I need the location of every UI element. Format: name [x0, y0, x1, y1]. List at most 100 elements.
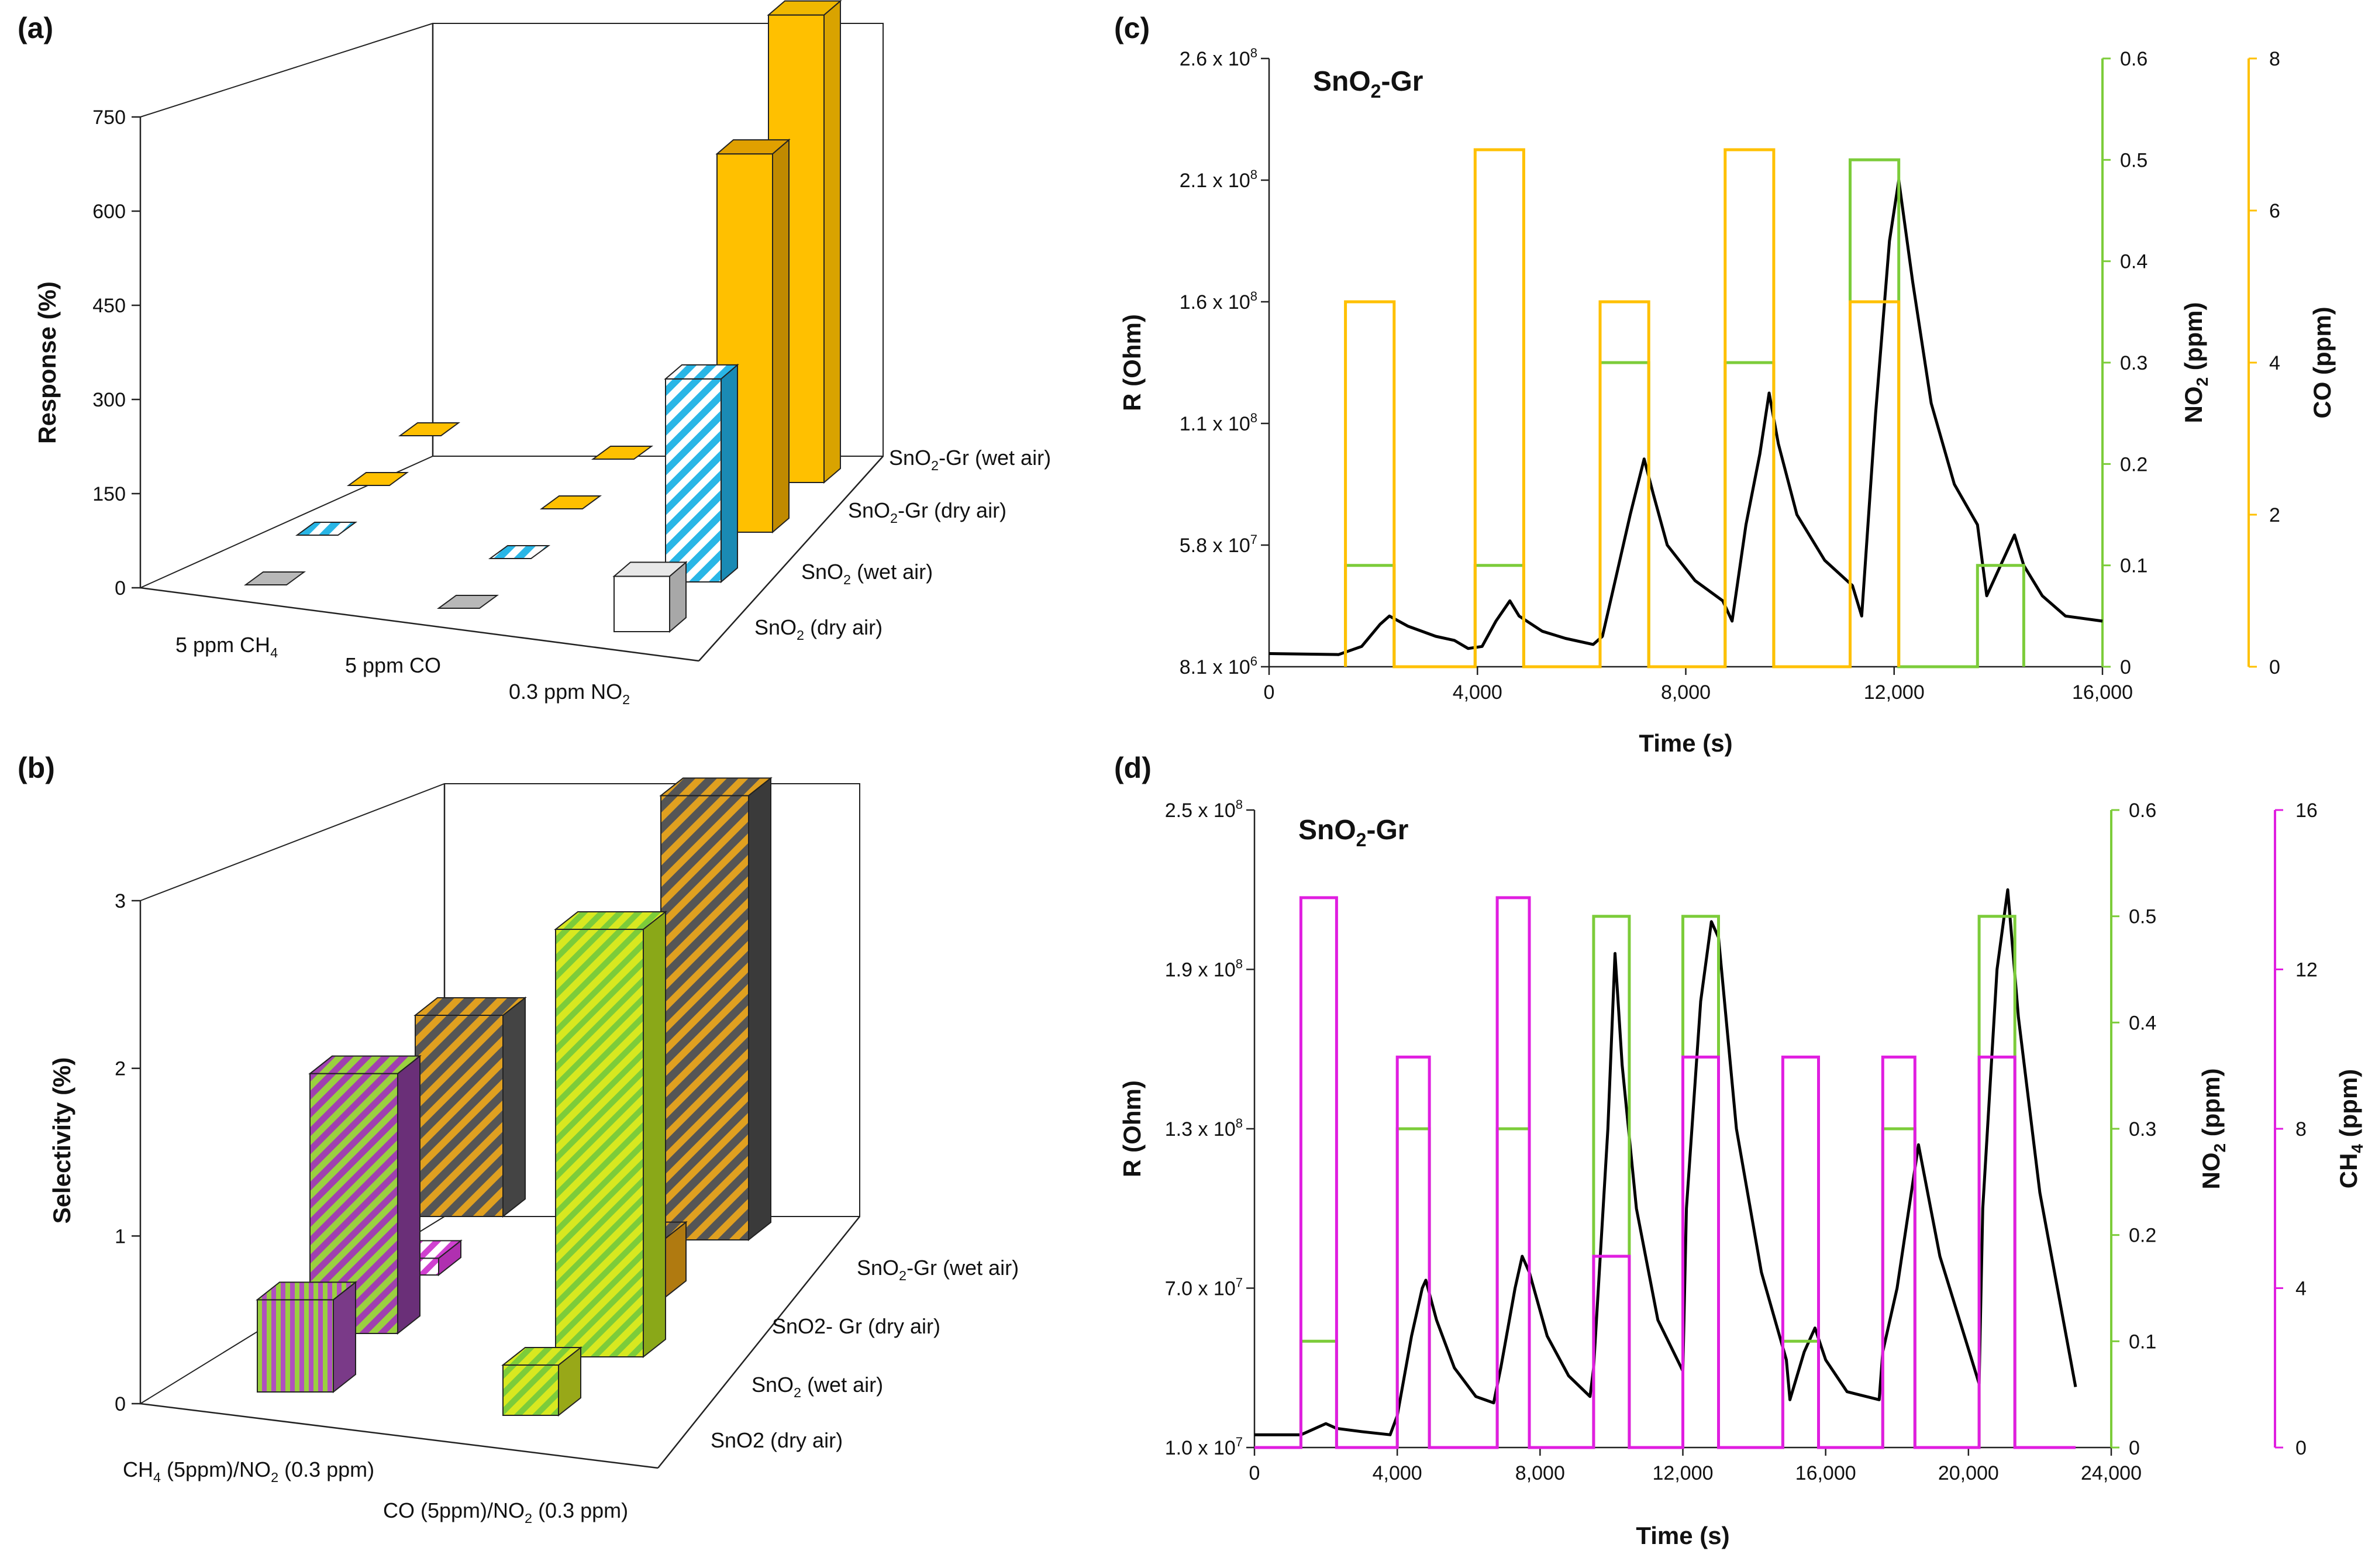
chart-c-y3label: CO (ppm)	[2308, 306, 2336, 418]
chart-b-series-labels: SnO2 (dry air) SnO2 (wet air) SnO2- Gr (dr…	[711, 1256, 1019, 1452]
chart-d-y3tick-label: 12	[2295, 959, 2318, 981]
chart-c-y2tick-label: 0.1	[2120, 555, 2148, 577]
chart-c-y1tick-label: 8.1 x 106	[1180, 654, 1257, 678]
chart-c-y1tick-label: 1.6 x 108	[1180, 289, 1257, 313]
chart-c-y3tick-label: 4	[2269, 352, 2280, 374]
chart-d-y3tick-label: 16	[2295, 799, 2318, 822]
chart-d-xtick-label: 0	[1249, 1462, 1260, 1484]
chart-c-y2tick-label: 0.3	[2120, 352, 2148, 374]
chart-c-series-1-line	[1344, 158, 2025, 668]
chart-c-series-0-line	[1268, 178, 2103, 656]
chart-b-ytick-label: 2	[115, 1058, 126, 1080]
chart-c-y3tick-label: 2	[2269, 504, 2280, 526]
chart-d-y1tick-label: 1.0 x 107	[1165, 1435, 1243, 1459]
chart-d-xtick-label: 20,000	[1938, 1462, 1999, 1484]
panel-label-c: (c)	[1114, 12, 1150, 44]
chart-c-xtick-label: 4,000	[1453, 681, 1502, 704]
chart-a-bar-0-3	[398, 422, 461, 436]
chart-c-y1tick-label: 1.1 x 108	[1180, 411, 1257, 435]
chart-a-series-label: SnO2 (wet air)	[801, 560, 933, 587]
chart-a-series-label: SnO2-Gr (wet air)	[889, 446, 1051, 473]
chart-b-floor-right	[657, 1216, 860, 1469]
chart-d-y2tick-label: 0.5	[2129, 906, 2156, 928]
chart-b-category-label: CH4 (5ppm)/NO2 (0.3 ppm)	[123, 1457, 374, 1485]
chart-d-title: SnO2-Gr	[1298, 815, 1408, 850]
chart-b-bars	[256, 777, 773, 1417]
chart-b-bar-1-1	[554, 910, 667, 1359]
chart-b-series-label: SnO2- Gr (dry air)	[772, 1314, 940, 1338]
chart-b-bar-1-3	[659, 777, 773, 1242]
panel-label-b: (b)	[18, 752, 55, 784]
chart-a-ytick-label: 0	[115, 577, 126, 599]
chart-d-y1label: R (Ohm)	[1118, 1080, 1146, 1177]
chart-a-ytick-label: 450	[92, 295, 126, 317]
chart-c-series-2-line	[1344, 148, 1901, 668]
chart-b: 0 1 2 3 Selectivity (%) CH4 (5ppm)/NO2 (0.3…	[48, 777, 1019, 1526]
chart-d-xlabel: Time (s)	[1636, 1522, 1729, 1549]
chart-c-xtick-label: 12,000	[1864, 681, 1925, 704]
chart-b-categories: CH4 (5ppm)/NO2 (0.3 ppm) CO (5ppm)/NO2 (0…	[123, 1457, 628, 1526]
chart-a-ytick-label: 150	[92, 483, 126, 505]
chart-c-y2tick-label: 0.4	[2120, 251, 2148, 273]
chart-a-bar-0-2	[346, 472, 409, 486]
chart-a-series-label: SnO2-Gr (dry air)	[848, 498, 1006, 526]
panel-label-d: (d)	[1114, 752, 1152, 784]
chart-a-floor-right	[698, 456, 884, 661]
chart-c: 0 4,000 8,000 12,000 16,000 8.1 x 106 5.8 x 10…	[1118, 46, 2336, 757]
chart-c-title: SnO2-Gr	[1313, 66, 1423, 102]
chart-a-y-ticks: 0 150 300 450 600 750	[92, 106, 140, 599]
chart-a-ytick-label: 300	[92, 389, 126, 411]
chart-a-bar-1-1	[488, 545, 551, 559]
chart-c-y2tick-label: 0.6	[2120, 48, 2148, 70]
chart-d-y3tick-label: 0	[2295, 1437, 2307, 1459]
chart-a-bars	[243, 0, 842, 633]
chart-d-y1tick-label: 1.3 x 108	[1165, 1116, 1243, 1140]
chart-b-floor-front	[140, 1402, 659, 1469]
chart-d-xtick-label: 4,000	[1373, 1462, 1422, 1484]
chart-a-bar-0-1	[295, 522, 358, 536]
chart-c-y2tick-label: 0.2	[2120, 453, 2148, 475]
chart-c-y1label: R (Ohm)	[1118, 314, 1146, 411]
chart-b-ytick-label: 0	[115, 1393, 126, 1415]
chart-d-y2tick-label: 0.2	[2129, 1225, 2156, 1247]
chart-d-xtick-label: 24,000	[2081, 1462, 2142, 1484]
chart-b-category-label: CO (5ppm)/NO2 (0.3 ppm)	[383, 1498, 628, 1526]
chart-d-xtick-label: 8,000	[1515, 1462, 1565, 1484]
chart-a-category-label: 5 ppm CH4	[175, 633, 278, 660]
chart-a-category-label: 0.3 ppm NO2	[509, 680, 630, 707]
chart-d-series-2-line	[1254, 896, 2076, 1449]
chart-b-series-label: SnO2 (wet air)	[752, 1373, 883, 1400]
chart-d-xtick-label: 16,000	[1795, 1462, 1856, 1484]
chart-d: 0 4,000 8,000 12,000 16,000 20,000 24,000 1.0 x…	[1118, 797, 2366, 1549]
chart-d-y1tick-label: 7.0 x 107	[1165, 1276, 1243, 1300]
chart-b-series-label: SnO2 (dry air)	[711, 1428, 843, 1452]
chart-c-xlabel: Time (s)	[1639, 729, 1732, 757]
chart-d-series-0-line	[1254, 888, 2077, 1436]
chart-c-xtick-label: 16,000	[2072, 681, 2133, 704]
chart-d-y3tick-label: 8	[2295, 1118, 2307, 1140]
chart-d-y2label: NO2 (ppm)	[2197, 1069, 2229, 1190]
chart-b-bar-0-1	[308, 1054, 422, 1335]
chart-c-y2tick-label: 0.5	[2120, 149, 2148, 171]
chart-a-bar-1-0	[436, 595, 499, 609]
panel-label-a: (a)	[18, 12, 53, 44]
chart-a-floor-front	[140, 587, 699, 662]
chart-c-y1tick-label: 5.8 x 107	[1180, 532, 1257, 557]
chart-b-ylabel: Selectivity (%)	[48, 1057, 75, 1224]
chart-a-bar-2-0	[612, 561, 688, 633]
chart-b-bar-0-0	[256, 1281, 357, 1394]
chart-d-xtick-label: 12,000	[1653, 1462, 1714, 1484]
chart-a-ytick-label: 600	[92, 201, 126, 223]
chart-a-ylabel: Response (%)	[33, 281, 61, 444]
chart-c-y2label: NO2 (ppm)	[2180, 302, 2211, 423]
chart-d-y2tick-label: 0.6	[2129, 799, 2156, 822]
chart-a-bar-2-1	[664, 363, 739, 584]
chart-a-categories: 5 ppm CH4 5 ppm CO 0.3 ppm NO2	[175, 633, 630, 707]
chart-c-y1tick-label: 2.1 x 108	[1180, 167, 1257, 192]
chart-a-ytick-label: 750	[92, 106, 126, 129]
chart-d-y1tick-label: 1.9 x 108	[1165, 957, 1243, 981]
chart-c-y1tick-label: 2.6 x 108	[1180, 46, 1257, 70]
chart-b-series-label: SnO2-Gr (wet air)	[857, 1256, 1019, 1283]
chart-d-y2tick-label: 0	[2129, 1437, 2140, 1459]
